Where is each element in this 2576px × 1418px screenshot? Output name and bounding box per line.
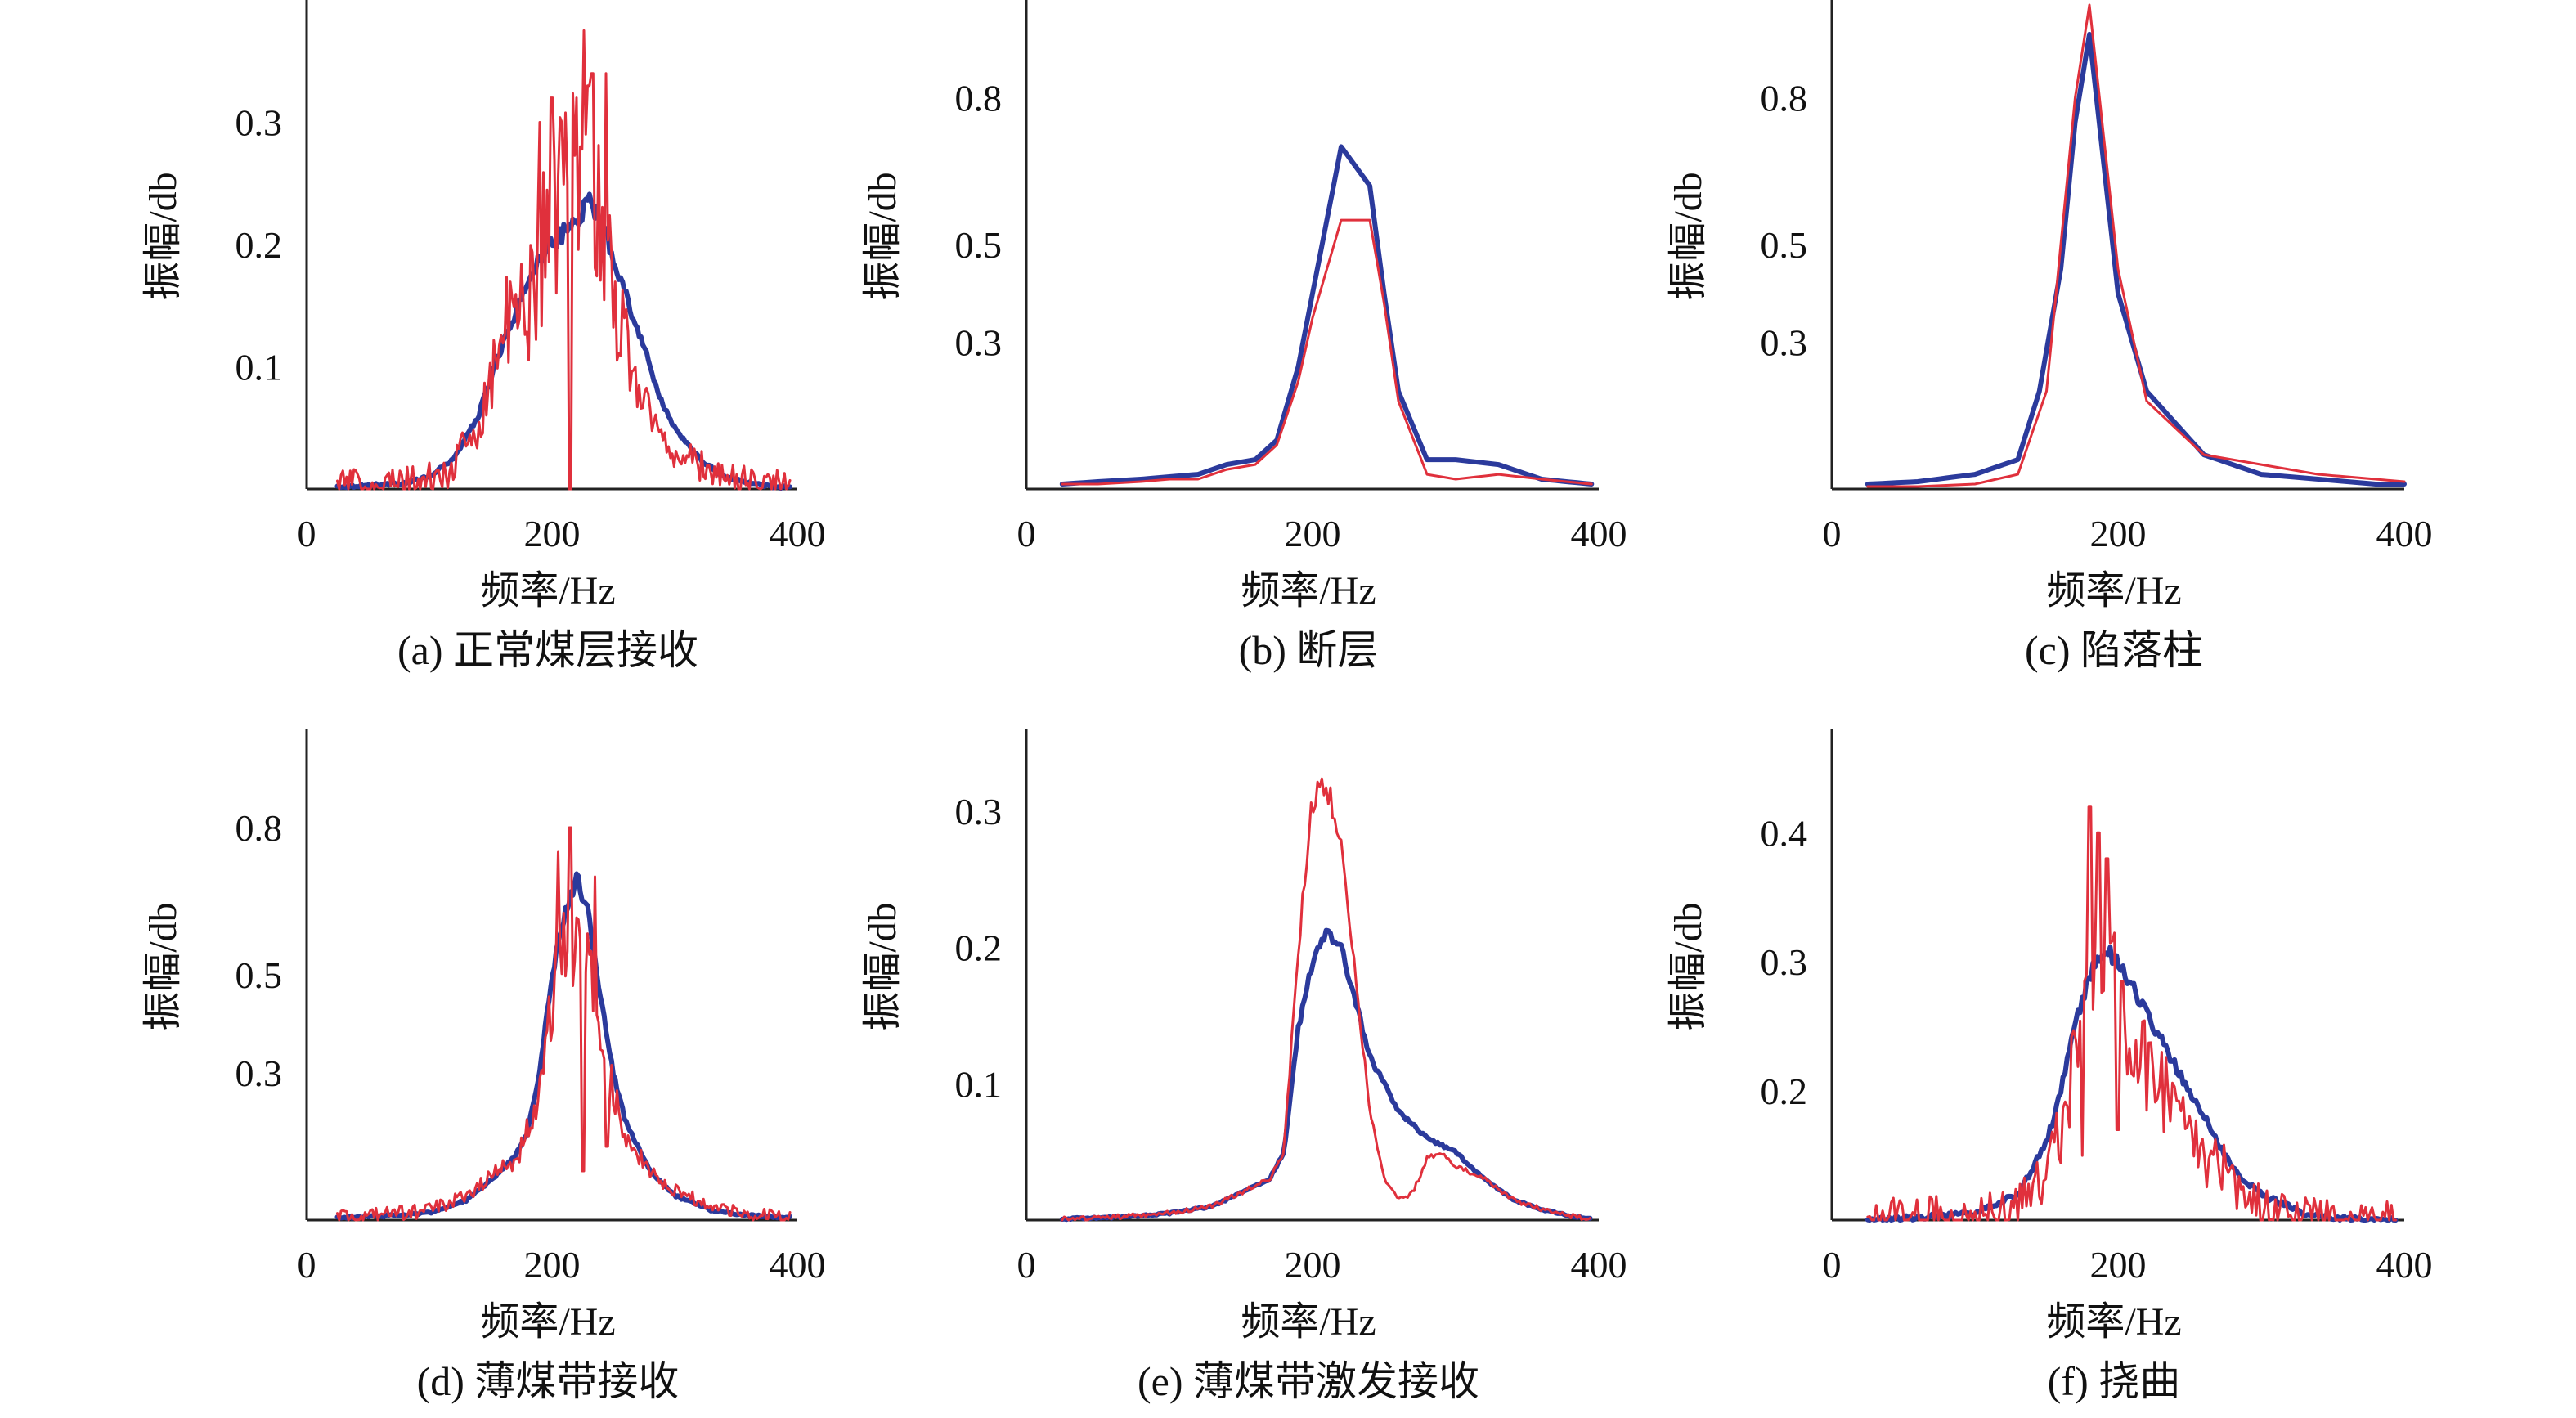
panel-caption: (b) 断层: [1239, 627, 1379, 673]
y-tick-label: 0.3: [236, 102, 283, 144]
x-tick-label: 0: [298, 1244, 316, 1286]
blue-series-line: [1865, 31, 2407, 487]
panel-caption: (c) 陷落柱: [2025, 627, 2203, 673]
chart-panel: 0.1 0.2 0.3 0 200 400 频率/Hz 振幅/db (a) 正常煤层接收: [141, 0, 826, 673]
red-series-line: [1061, 218, 1593, 486]
x-tick-label: 0: [1823, 513, 1842, 554]
x-axis-title: 频率/Hz: [480, 569, 615, 613]
y-axis-title: 振幅/db: [1667, 902, 1710, 1030]
x-tick-label: 400: [1571, 1244, 1627, 1286]
chart-panel: 0.3 0.5 0.8 0 200 400 频率/Hz 振幅/db (c) 陷落柱: [1667, 0, 2433, 673]
red-series-line: [1866, 805, 2397, 1222]
y-tick-label: 0.5: [1761, 224, 1808, 266]
y-tick-label: 0.2: [955, 927, 1003, 969]
x-tick-label: 400: [2376, 513, 2433, 554]
y-tick-label: 0.8: [236, 807, 283, 849]
y-tick-label: 0.3: [955, 322, 1003, 364]
x-axis-title: 频率/Hz: [1241, 569, 1376, 613]
y-tick-label: 0.8: [1761, 78, 1808, 119]
x-tick-label: 200: [1285, 1244, 1341, 1286]
y-tick-label: 0.1: [236, 347, 283, 388]
panel-caption: (a) 正常煤层接收: [397, 627, 698, 673]
y-axis-title: 振幅/db: [141, 172, 185, 300]
blue-series-line: [1865, 945, 2399, 1223]
blue-series-line: [1059, 144, 1595, 487]
red-series-line: [1061, 777, 1591, 1222]
y-tick-label: 0.3: [1761, 322, 1808, 364]
x-tick-label: 0: [298, 513, 316, 554]
chart-panel: 0.3 0.5 0.8 0 200 400 频率/Hz 振幅/db (b) 断层: [861, 0, 1627, 673]
y-tick-label: 0.4: [1761, 812, 1808, 854]
blue-series-line: [334, 191, 792, 491]
y-axis-title: 振幅/db: [141, 902, 185, 1030]
y-tick-label: 0.2: [236, 224, 283, 266]
blue-series-line: [1059, 927, 1593, 1223]
red-series-line: [1866, 3, 2406, 488]
chart-panel: 0.1 0.2 0.3 0 200 400 频率/Hz 振幅/db (e) 薄煤带激发接收: [861, 729, 1627, 1404]
x-tick-label: 400: [1571, 513, 1627, 554]
x-axis-title: 频率/Hz: [2046, 1300, 2181, 1344]
y-tick-label: 0.5: [236, 954, 283, 996]
x-tick-label: 200: [524, 1244, 581, 1286]
x-tick-label: 200: [2090, 1244, 2147, 1286]
panel-caption: (e) 薄煤带激发接收: [1138, 1358, 1479, 1404]
x-tick-label: 400: [770, 1244, 826, 1286]
y-tick-label: 0.3: [236, 1052, 283, 1094]
x-tick-label: 200: [524, 513, 581, 554]
y-tick-label: 0.8: [955, 78, 1003, 119]
x-tick-label: 400: [2376, 1244, 2433, 1286]
y-axis-title: 振幅/db: [1667, 172, 1710, 300]
y-tick-label: 0.5: [955, 224, 1003, 266]
y-tick-label: 0.3: [955, 791, 1003, 832]
x-tick-label: 0: [1823, 1244, 1842, 1286]
x-tick-label: 0: [1017, 513, 1036, 554]
red-series-line: [336, 826, 792, 1222]
red-series-line: [336, 29, 792, 491]
x-tick-label: 0: [1017, 1244, 1036, 1286]
panel-caption: (f) 挠曲: [2048, 1358, 2180, 1404]
y-axis-title: 振幅/db: [861, 902, 904, 1030]
y-tick-label: 0.1: [955, 1063, 1003, 1105]
x-axis-title: 频率/Hz: [480, 1300, 615, 1344]
panel-caption: (d) 薄煤带接收: [417, 1358, 680, 1404]
x-axis-title: 频率/Hz: [2046, 569, 2181, 613]
x-tick-label: 200: [1285, 513, 1341, 554]
x-tick-label: 200: [2090, 513, 2147, 554]
chart-panel: 0.2 0.3 0.4 0 200 400 频率/Hz 振幅/db (f) 挠曲: [1667, 729, 2433, 1404]
x-axis-title: 频率/Hz: [1241, 1300, 1376, 1344]
y-tick-label: 0.2: [1761, 1070, 1808, 1112]
y-tick-label: 0.3: [1761, 941, 1808, 983]
y-axis-title: 振幅/db: [861, 172, 904, 300]
x-tick-label: 400: [770, 513, 826, 554]
chart-panel: 0.3 0.5 0.8 0 200 400 频率/Hz 振幅/db (d) 薄煤带接收: [141, 729, 826, 1404]
